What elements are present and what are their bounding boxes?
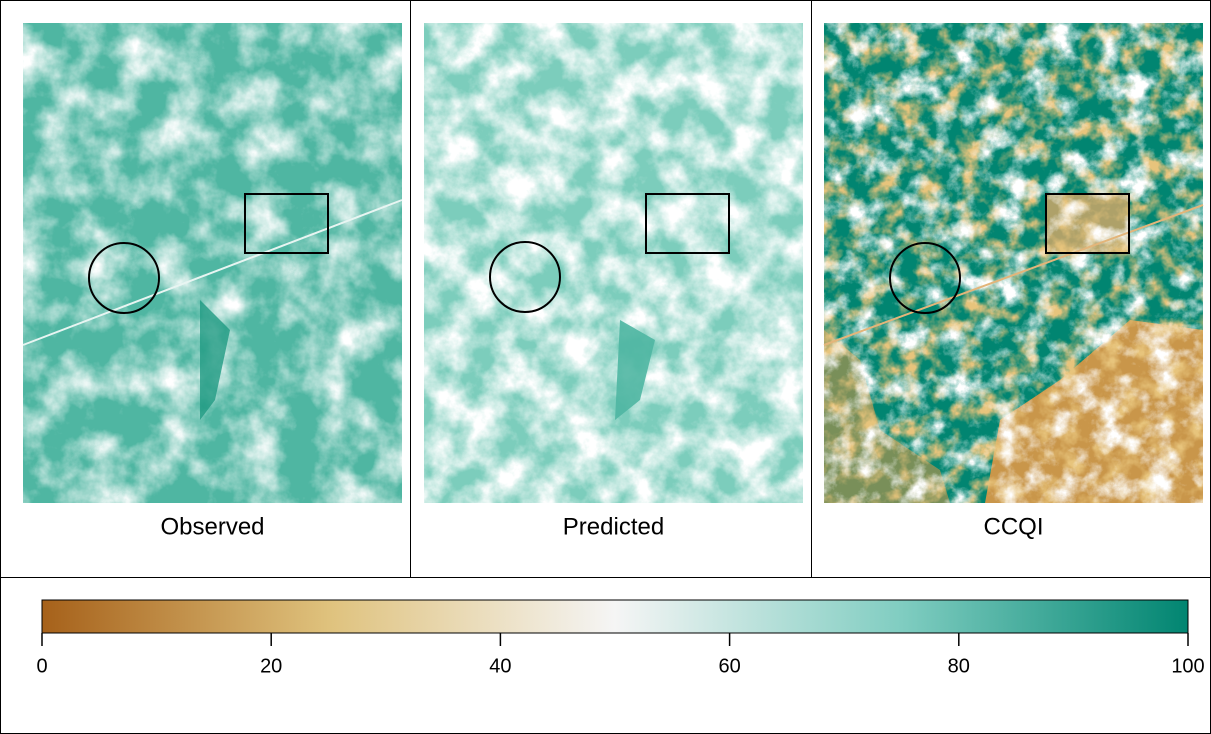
panel-label: CCQI [984,513,1044,540]
tick-label: 60 [718,655,740,677]
tick-label: 20 [260,655,282,677]
map-predicted [424,23,803,503]
panel-label: Predicted [563,513,664,540]
tick-label: 40 [489,655,511,677]
panel-label: Observed [160,513,264,540]
map-ccqi [824,23,1203,503]
figure: Observed Predicted CCQI 0 20 40 60 80 100 [0,0,1211,734]
tick-label: 100 [1171,655,1204,677]
tick-label: 0 [36,655,47,677]
map-observed [23,23,402,503]
tick-label: 80 [948,655,970,677]
colorbar [42,600,1188,633]
